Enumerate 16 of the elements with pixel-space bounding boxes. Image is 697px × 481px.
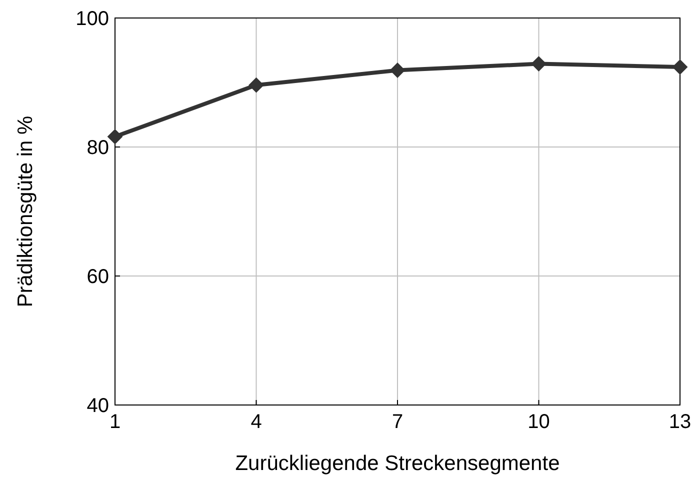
x-tick-label: 10 xyxy=(528,411,550,433)
y-tick-label: 60 xyxy=(86,266,109,288)
y-tick-label: 100 xyxy=(76,8,109,30)
point xyxy=(248,78,264,93)
point xyxy=(672,60,688,75)
x-tick-label: 4 xyxy=(250,411,262,433)
point xyxy=(390,62,405,78)
x-axis-title: Zurückliegende Streckensegmente xyxy=(235,452,560,475)
y-tick-label: 40 xyxy=(86,395,109,417)
x-tick-label: 13 xyxy=(668,411,692,433)
y-axis-title: Prädiktionsgüte in % xyxy=(14,116,37,308)
x-tick-label: 1 xyxy=(109,411,121,433)
point xyxy=(531,56,546,72)
y-tick-label: 80 xyxy=(86,137,109,159)
point xyxy=(108,129,122,144)
x-tick-label: 7 xyxy=(392,411,404,433)
